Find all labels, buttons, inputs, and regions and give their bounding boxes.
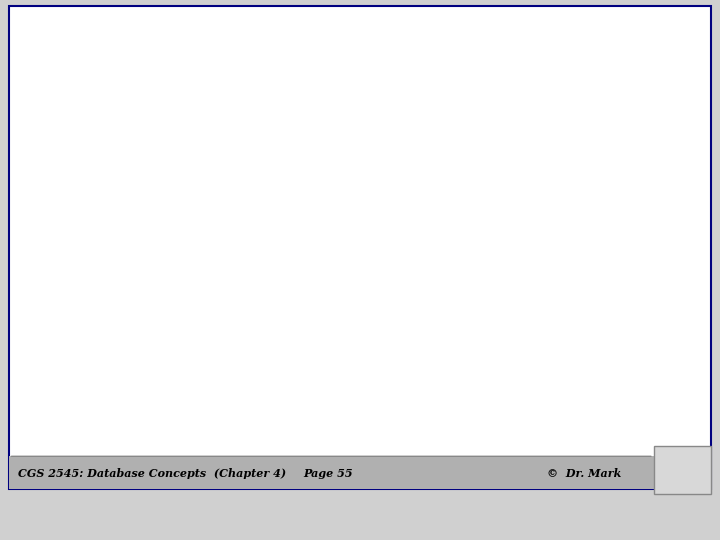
Text: primary keys.: primary keys. bbox=[94, 283, 195, 297]
Ellipse shape bbox=[672, 460, 685, 480]
Text: 1.: 1. bbox=[40, 154, 53, 168]
Text: Mapping E-R Diagrams to Relational Schemas: Mapping E-R Diagrams to Relational Schem… bbox=[53, 29, 667, 52]
Text: subtype.: subtype. bbox=[94, 364, 157, 378]
Ellipse shape bbox=[662, 456, 700, 491]
Text: 3.: 3. bbox=[40, 308, 53, 322]
Ellipse shape bbox=[675, 450, 692, 465]
Text: the supertype, and only those attributes that are unique to that: the supertype, and only those attributes… bbox=[94, 336, 565, 350]
Text: 2.: 2. bbox=[40, 227, 53, 241]
Text: STEP 7:  Mapping Supertype/Subtype Relationships: STEP 7: Mapping Supertype/Subtype Relati… bbox=[32, 106, 474, 120]
Text: Assign to the relation schema created for the supertype the attributes: Assign to the relation schema created fo… bbox=[94, 227, 616, 241]
Text: 4.: 4. bbox=[40, 394, 53, 408]
Text: Create a separate relation schema for the supertype and for each of: Create a separate relation schema for th… bbox=[94, 154, 600, 168]
Wedge shape bbox=[660, 456, 703, 472]
Text: that are common to all members of the supertype, including the: that are common to all members of the su… bbox=[94, 255, 570, 269]
Text: (cont.): (cont.) bbox=[316, 63, 404, 86]
Text: CGS 2545: Database Concepts  (Chapter 4): CGS 2545: Database Concepts (Chapter 4) bbox=[18, 468, 286, 479]
Text: Page 55: Page 55 bbox=[303, 468, 352, 479]
Wedge shape bbox=[654, 487, 683, 499]
Text: Assign to the relation schema for each subtype the primary key of: Assign to the relation schema for each s… bbox=[94, 308, 585, 322]
Text: its subtypes.: its subtypes. bbox=[94, 182, 187, 196]
Text: subtype discriminator.: subtype discriminator. bbox=[94, 422, 260, 436]
Text: ©  Dr. Mark: © Dr. Mark bbox=[547, 468, 621, 479]
Text: Assign one (or more) attributes of the supertype to function as the: Assign one (or more) attributes of the s… bbox=[94, 394, 589, 409]
